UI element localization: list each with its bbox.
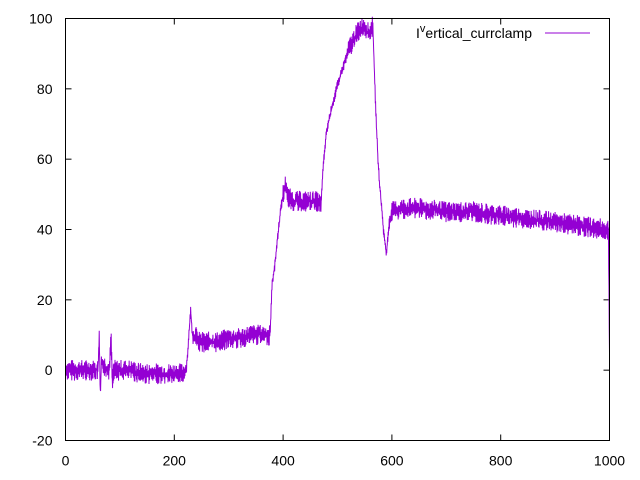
legend: Ivertical_currclamp (416, 23, 590, 41)
x-tick-label: 400 (271, 453, 295, 469)
y-tick-label: -20 (32, 433, 52, 449)
x-tick-label: 1000 (594, 453, 625, 469)
y-tick-label: 60 (37, 151, 53, 167)
tick-labels: 0 200 400 600 800 1000 -20 0 20 40 60 80 100 (29, 11, 625, 469)
x-tick-label: 200 (163, 453, 187, 469)
y-tick-label: 40 (37, 222, 53, 238)
y-tick-label: 100 (29, 11, 53, 27)
x-tick-label: 600 (380, 453, 404, 469)
x-tick-label: 0 (62, 453, 70, 469)
series-group (65, 16, 610, 392)
y-tick-label: 0 (45, 362, 53, 378)
y-tick-label: 80 (37, 81, 53, 97)
plot-frame (65, 18, 610, 441)
series-line (65, 16, 610, 392)
legend-label: Ivertical_currclamp (416, 23, 532, 41)
y-tick-label: 20 (37, 292, 53, 308)
x-tick-label: 800 (489, 453, 513, 469)
